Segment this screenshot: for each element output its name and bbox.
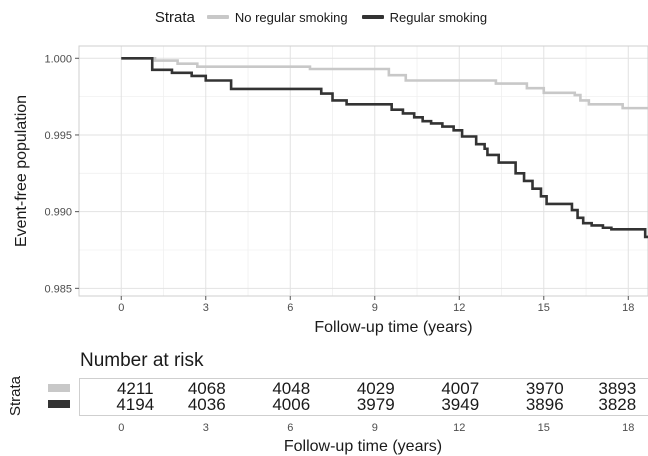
survival-chart: 0 3 6 9 12 15 18 0.985 0.990 0.995 1.000 Follow-up … xyxy=(13,45,648,336)
x-tick-label: 9 xyxy=(372,302,378,314)
x-tick-label: 6 xyxy=(287,302,293,314)
risk-x-tick-label: 6 xyxy=(287,422,294,434)
y-tick-label: 0.990 xyxy=(44,207,72,219)
legend-title: Strata xyxy=(154,8,195,26)
series-line-regular-smoking xyxy=(121,56,648,239)
risk-count: 4194 xyxy=(116,395,155,414)
risk-count: 3828 xyxy=(598,395,637,414)
risk-count: 4068 xyxy=(187,379,226,398)
x-axis-label: Follow-up time (years) xyxy=(314,319,472,336)
risk-count: 4211 xyxy=(116,379,154,398)
y-axis-label: Event-free population xyxy=(13,95,30,247)
risk-table-x-ticks: 0 3 6 9 12 15 18 xyxy=(79,422,648,436)
risk-table-panel: 4211 4068 4048 4029 4007 3970 3893 4194 4036 4006… xyxy=(79,378,648,416)
risk-count: 3979 xyxy=(356,395,395,414)
risk-count: 4006 xyxy=(272,395,311,414)
risk-table: Number at risk Strata 4211 4068 4048 4029 40… xyxy=(0,340,648,456)
risk-row-no-regular-smoking: 4211 4068 4048 4029 4007 3970 3893 xyxy=(80,379,648,398)
risk-count: 3970 xyxy=(525,379,564,398)
legend: Strata No regular smoking Regular smokin… xyxy=(0,6,648,28)
series-line-no-regular-smoking xyxy=(121,56,648,110)
risk-count: 3949 xyxy=(441,395,480,414)
y-tick-label: 0.985 xyxy=(44,283,72,295)
legend-swatch-no-regular-smoking xyxy=(206,15,229,19)
legend-label-regular-smoking: Regular smoking xyxy=(389,9,488,25)
risk-row-regular-smoking: 4194 4036 4006 3979 3949 3896 3828 xyxy=(80,395,648,414)
risk-row-key-regular-smoking xyxy=(48,400,70,408)
risk-x-tick-label: 12 xyxy=(453,422,466,434)
risk-x-tick-label: 3 xyxy=(202,422,209,434)
risk-count: 4048 xyxy=(272,379,311,398)
risk-table-x-label: Follow-up time (years) xyxy=(283,438,443,455)
risk-row-key-no-regular-smoking xyxy=(48,384,70,392)
x-tick-label: 12 xyxy=(453,302,465,314)
risk-count: 3893 xyxy=(598,379,637,398)
legend-swatch-regular-smoking xyxy=(361,15,384,19)
legend-label-no-regular-smoking: No regular smoking xyxy=(234,9,348,25)
risk-table-strata-label: Strata xyxy=(7,375,24,416)
y-tick-label: 1.000 xyxy=(44,53,72,65)
risk-x-tick-label: 0 xyxy=(118,422,125,434)
risk-count: 3896 xyxy=(525,395,564,414)
risk-count: 4036 xyxy=(187,395,226,414)
risk-count: 4029 xyxy=(356,379,395,398)
risk-table-title: Number at risk xyxy=(80,350,204,371)
plot-background xyxy=(79,46,648,296)
x-tick-label: 3 xyxy=(203,302,209,314)
legend-item-regular-smoking: Regular smoking xyxy=(361,9,488,25)
x-tick-label: 0 xyxy=(118,302,124,314)
risk-x-tick-label: 9 xyxy=(371,422,378,434)
x-tick-label: 18 xyxy=(622,302,634,314)
x-tick-label: 15 xyxy=(538,302,550,314)
y-tick-label: 0.995 xyxy=(44,130,72,142)
risk-x-tick-label: 18 xyxy=(622,422,635,434)
plot-border xyxy=(78,45,648,297)
risk-x-tick-label: 15 xyxy=(537,422,550,434)
legend-item-no-regular-smoking: No regular smoking xyxy=(206,9,348,25)
risk-count: 4007 xyxy=(441,379,480,398)
